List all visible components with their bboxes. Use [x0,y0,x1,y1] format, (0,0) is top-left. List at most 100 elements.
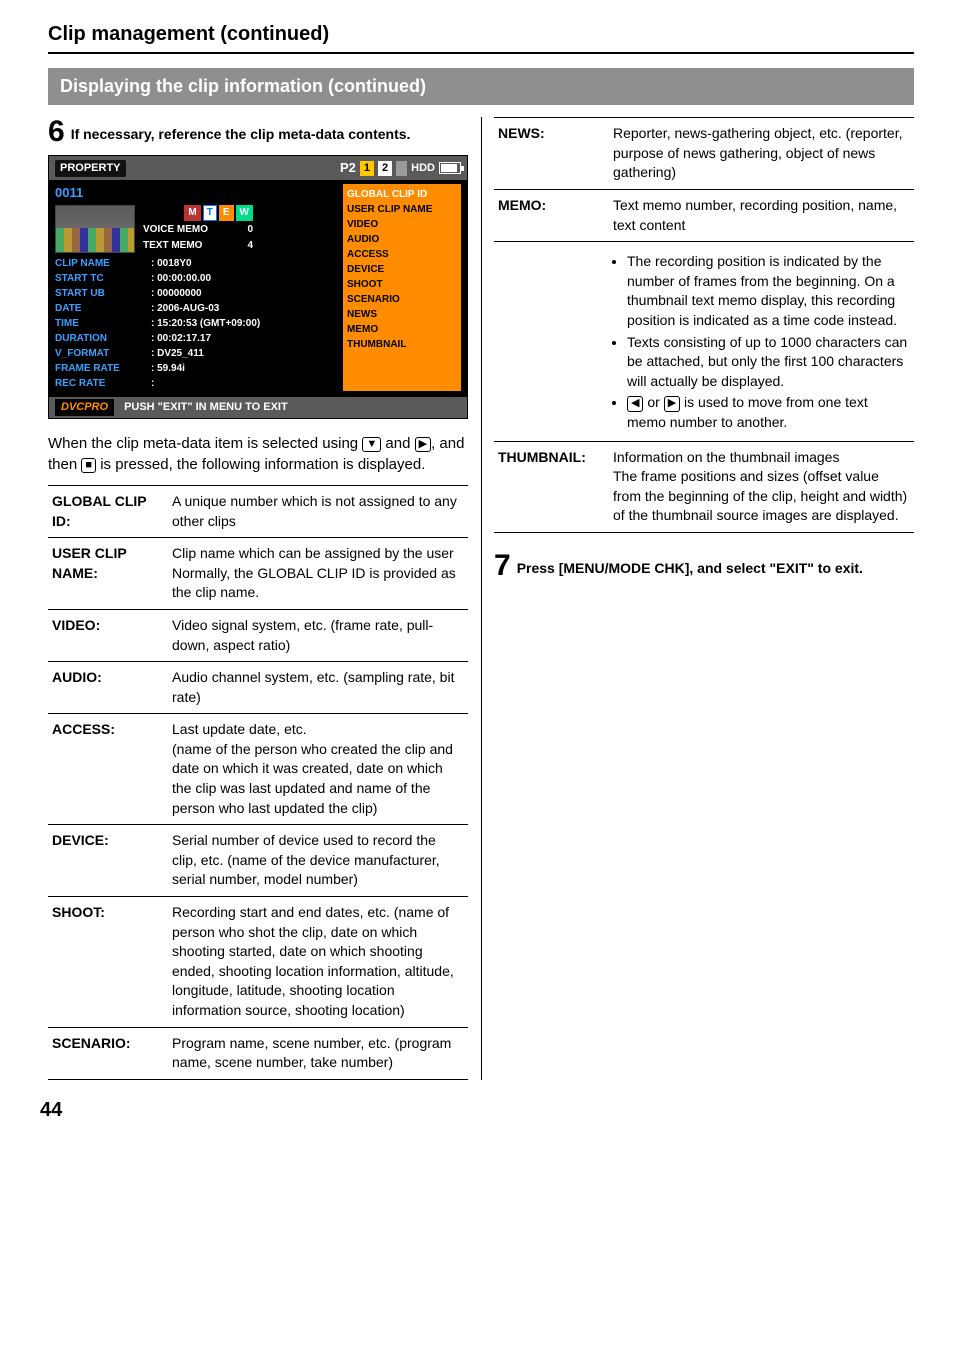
property-kv-row: REC RATE: [55,377,337,391]
property-menu-item: NEWS [347,308,457,322]
property-kv-row: FRAME RATE: 59.94i [55,362,337,376]
page-title: Clip management (continued) [48,20,914,54]
step-6-number: 6 [48,117,65,147]
def-row: DEVICE:Serial number of device used to r… [48,825,468,897]
def-term: VIDEO: [48,609,168,661]
property-menu-item: USER CLIP NAME [347,203,457,217]
def-row: SHOOT:Recording start and end dates, etc… [48,897,468,1028]
property-menu-item: VIDEO [347,218,457,232]
property-menu-item: SCENARIO [347,293,457,307]
m-badge: M [184,205,200,221]
property-side-menu: GLOBAL CLIP IDUSER CLIP NAMEVIDEOAUDIOAC… [343,184,461,390]
two-column-layout: 6 If necessary, reference the clip meta-… [48,117,914,1080]
def-desc: Audio channel system, etc. (sampling rat… [168,662,468,714]
property-menu-item: THUMBNAIL [347,338,457,352]
property-screen: PROPERTY P2 1 2 HDD 0011 M [48,155,468,419]
def-row: THUMBNAIL:Information on the thumbnail i… [494,441,914,532]
def-term: DEVICE: [48,825,168,897]
property-header-label: PROPERTY [55,160,126,177]
memo-bullets-cell: The recording position is indicated by t… [609,242,914,441]
step-6-text: If necessary, reference the clip meta-da… [71,117,411,145]
step-6: 6 If necessary, reference the clip meta-… [48,117,468,147]
dvcpro-tag: DVCPRO [55,399,114,416]
section-title: Displaying the clip information (continu… [48,68,914,105]
column-divider [481,117,482,1080]
left-icon: ◀ [627,396,643,411]
memo-bullet: ◀ or ▶ is used to move from one text mem… [627,393,910,432]
def-term: MEMO: [494,189,609,241]
down-icon: ▼ [362,437,381,452]
property-footer: DVCPRO PUSH "EXIT" IN MENU TO EXIT [49,397,467,418]
property-kv-row: DATE: 2006-AUG-03 [55,302,337,316]
def-row: AUDIO:Audio channel system, etc. (sampli… [48,662,468,714]
memo-bullet: Texts consisting of up to 1000 character… [627,333,910,392]
def-desc: Recording start and end dates, etc. (nam… [168,897,468,1028]
clip-badges: M T E W [184,205,253,221]
text-memo-label: TEXT MEMO [143,239,202,253]
property-menu-item: DEVICE [347,263,457,277]
voice-memo-label: VOICE MEMO [143,223,208,237]
property-menu-item: MEMO [347,323,457,337]
clip-number: 0011 [55,184,337,202]
property-kv-row: START UB: 00000000 [55,287,337,301]
def-term: SCENARIO: [48,1027,168,1079]
page-number: 44 [40,1096,914,1124]
property-menu-item: AUDIO [347,233,457,247]
def-desc: Reporter, news-gathering object, etc. (r… [609,118,914,190]
step-7-number: 7 [494,551,511,581]
property-body: 0011 M T E W VOICE MEMO 0 TEXT MEMO 4 [49,180,467,396]
left-column: 6 If necessary, reference the clip meta-… [48,117,468,1080]
clip-thumbnail [55,205,135,253]
right-column: NEWS:Reporter, news-gathering object, et… [494,117,914,1080]
def-row: USER CLIP NAME:Clip name which can be as… [48,538,468,610]
def-term: THUMBNAIL: [494,441,609,532]
def-term: SHOOT: [48,897,168,1028]
memo-bullet: The recording position is indicated by t… [627,252,910,330]
p2-label: P2 [340,159,356,177]
property-header: PROPERTY P2 1 2 HDD [49,156,467,180]
def-row: SCENARIO:Program name, scene number, etc… [48,1027,468,1079]
step-7: 7 Press [MENU/MODE CHK], and select "EXI… [494,551,914,581]
slot-1: 1 [360,161,374,176]
battery-icon [439,162,461,174]
def-term: ACCESS: [48,714,168,825]
property-kv-row: DURATION: 00:02:17.17 [55,332,337,346]
center-icon: ■ [81,458,96,473]
hdd-label: HDD [411,161,435,176]
property-menu-item: GLOBAL CLIP ID [347,188,457,202]
def-term: AUDIO: [48,662,168,714]
voice-memo-value: 0 [247,223,253,237]
step-7-text: Press [MENU/MODE CHK], and select "EXIT"… [517,551,863,579]
def-row: MEMO:Text memo number, recording positio… [494,189,914,241]
def-term: NEWS: [494,118,609,190]
def-row: VIDEO:Video signal system, etc. (frame r… [48,609,468,661]
property-kv-row: START TC: 00:00:00.00 [55,272,337,286]
property-kv-row: TIME: 15:20:53 (GMT+09:00) [55,317,337,331]
footer-text: PUSH "EXIT" IN MENU TO EXIT [124,400,288,415]
slot-2: 2 [378,161,392,176]
def-desc: Program name, scene number, etc. (progra… [168,1027,468,1079]
t-badge: T [203,205,217,221]
meta-paragraph: When the clip meta-data item is selected… [48,433,468,475]
def-row-bullets: The recording position is indicated by t… [494,242,914,441]
property-menu-item: SHOOT [347,278,457,292]
def-desc: Video signal system, etc. (frame rate, p… [168,609,468,661]
property-kv-row: CLIP NAME: 0018Y0 [55,257,337,271]
def-row: ACCESS:Last update date, etc.(name of th… [48,714,468,825]
def-desc: Serial number of device used to record t… [168,825,468,897]
e-badge: E [219,205,234,221]
property-kv-rows: CLIP NAME: 0018Y0START TC: 00:00:00.00ST… [55,257,337,391]
def-term: GLOBAL CLIP ID: [48,485,168,537]
def-row: NEWS:Reporter, news-gathering object, et… [494,118,914,190]
def-desc: A unique number which is not assigned to… [168,485,468,537]
property-left-panel: 0011 M T E W VOICE MEMO 0 TEXT MEMO 4 [55,184,337,390]
def-desc: Text memo number, recording position, na… [609,189,914,241]
def-term: USER CLIP NAME: [48,538,168,610]
right-icon: ▶ [664,396,680,411]
def-row: GLOBAL CLIP ID:A unique number which is … [48,485,468,537]
property-kv-row: V_FORMAT: DV25_411 [55,347,337,361]
right-definition-table: NEWS:Reporter, news-gathering object, et… [494,117,914,533]
text-memo-value: 4 [247,239,253,253]
slot-empty [396,161,407,176]
left-definition-table: GLOBAL CLIP ID:A unique number which is … [48,485,468,1080]
